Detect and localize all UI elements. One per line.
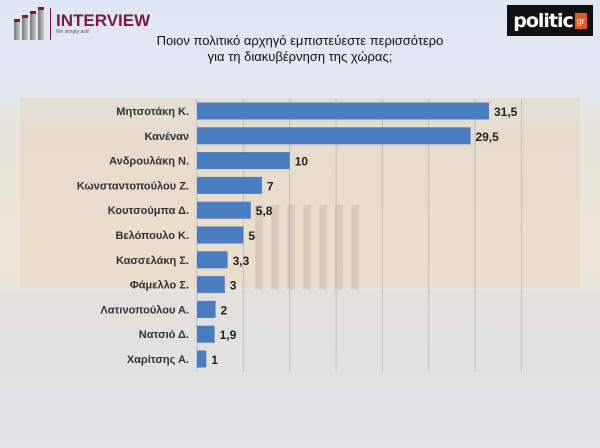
data-label: 1 bbox=[211, 353, 218, 367]
category-label: Χαρίτσης Α. bbox=[127, 354, 189, 366]
data-label: 10 bbox=[295, 155, 309, 169]
bar bbox=[197, 300, 216, 318]
category-label: Κασσελάκη Σ. bbox=[116, 255, 189, 267]
bar bbox=[197, 176, 262, 194]
chart-title: Ποιον πολιτικό αρχηγό εμπιστεύεστε περισ… bbox=[120, 33, 480, 65]
category-label: Βελόπουλο Κ. bbox=[115, 230, 189, 242]
category-label: Κανέναν bbox=[144, 131, 189, 143]
data-label: 3,3 bbox=[233, 254, 250, 268]
logo-name: INTERVIEW bbox=[56, 11, 151, 30]
chart-title-line2: για τη διακυβέρνηση της χώρας; bbox=[207, 49, 393, 64]
bar bbox=[197, 152, 290, 170]
data-label: 5 bbox=[248, 229, 255, 243]
bar bbox=[197, 276, 225, 294]
category-label: Φάμελλο Σ. bbox=[130, 280, 189, 292]
politic-logo-text: politic bbox=[513, 9, 574, 32]
interview-logo: INTERVIEW We simply ask! bbox=[14, 7, 150, 40]
chart-title-line1: Ποιον πολιτικό αρχηγό εμπιστεύεστε περισ… bbox=[156, 33, 444, 48]
logo-divider bbox=[50, 7, 51, 40]
bar bbox=[197, 350, 207, 368]
category-label: Νατσιό Δ. bbox=[139, 329, 189, 341]
bar bbox=[197, 127, 471, 145]
bar bbox=[197, 201, 251, 219]
category-label: Λατινοπούλου Α. bbox=[100, 304, 189, 316]
category-label: Κωνσταντοπούλου Ζ. bbox=[77, 180, 189, 192]
category-label: Μητσοτάκη Κ. bbox=[116, 106, 189, 118]
category-label: Ανδρουλάκη Ν. bbox=[109, 156, 189, 168]
data-label: 31,5 bbox=[494, 105, 518, 119]
data-label: 29,5 bbox=[475, 130, 499, 144]
background-columns bbox=[255, 205, 365, 290]
data-label: 3 bbox=[230, 279, 237, 293]
politic-logo: politic gr bbox=[507, 5, 593, 36]
bar bbox=[197, 102, 490, 120]
background-square bbox=[0, 290, 600, 448]
category-label: Κουτσούμπα Δ. bbox=[108, 205, 189, 217]
data-label: 7 bbox=[267, 179, 274, 193]
data-label: 2 bbox=[221, 303, 228, 317]
politic-logo-badge: gr bbox=[574, 12, 587, 29]
bar bbox=[197, 226, 244, 244]
logo-bars-icon bbox=[14, 7, 44, 40]
data-label: 5,8 bbox=[256, 204, 273, 218]
bar bbox=[197, 251, 228, 269]
bar bbox=[197, 325, 215, 343]
data-label: 1,9 bbox=[220, 328, 237, 342]
logo-tagline: We simply ask! bbox=[56, 29, 90, 35]
